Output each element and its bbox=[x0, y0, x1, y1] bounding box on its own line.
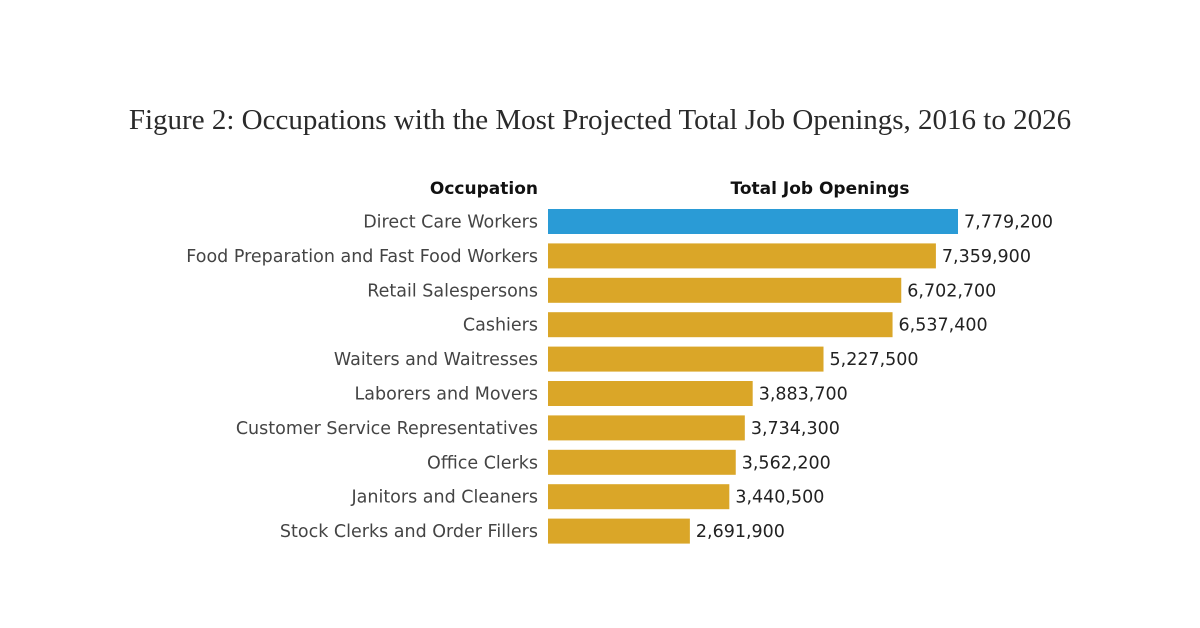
value-label: 3,883,700 bbox=[759, 385, 848, 405]
category-label: Office Clerks bbox=[427, 453, 538, 473]
value-label: 6,537,400 bbox=[899, 316, 988, 336]
bar bbox=[548, 277, 902, 303]
bar bbox=[548, 449, 736, 475]
category-label: Waiters and Waitresses bbox=[334, 350, 538, 370]
bar bbox=[548, 518, 690, 544]
value-label: 5,227,500 bbox=[830, 350, 919, 370]
value-label: 6,702,700 bbox=[907, 281, 996, 301]
bar bbox=[548, 346, 824, 372]
value-label: 7,779,200 bbox=[964, 213, 1053, 233]
category-label: Direct Care Workers bbox=[363, 213, 538, 233]
value-label: 7,359,900 bbox=[942, 247, 1031, 267]
value-label: 2,691,900 bbox=[696, 522, 785, 542]
value-label: 3,734,300 bbox=[751, 419, 840, 439]
category-label: Cashiers bbox=[463, 316, 538, 336]
bar bbox=[548, 243, 936, 269]
bar bbox=[548, 312, 893, 338]
bar bbox=[548, 415, 745, 441]
value-column-header: Total Job Openings bbox=[731, 179, 910, 199]
category-label: Food Preparation and Fast Food Workers bbox=[186, 247, 538, 267]
value-label: 3,440,500 bbox=[735, 488, 824, 508]
category-label: Retail Salespersons bbox=[367, 281, 538, 301]
bar bbox=[548, 381, 753, 406]
bar bbox=[548, 484, 730, 510]
bars-group: Direct Care Workers 7,779,200 Food Prepara… bbox=[186, 209, 1053, 544]
category-label: Stock Clerks and Order Fillers bbox=[280, 522, 538, 542]
category-label: Customer Service Representatives bbox=[236, 419, 538, 439]
category-column-header: Occupation bbox=[430, 179, 538, 199]
category-label: Laborers and Movers bbox=[355, 385, 538, 405]
category-label: Janitors and Cleaners bbox=[350, 488, 538, 508]
bar bbox=[548, 209, 958, 234]
chart-title: Figure 2: Occupations with the Most Proj… bbox=[128, 104, 1072, 136]
value-label: 3,562,200 bbox=[742, 453, 831, 473]
